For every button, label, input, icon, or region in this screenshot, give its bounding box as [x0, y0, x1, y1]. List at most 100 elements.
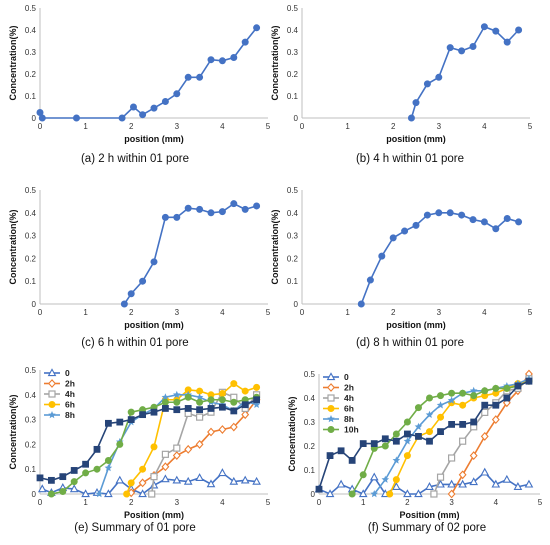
chart-panel-2: 0 1 2 3 4 5 0 0.1 0.2 0.3 0.4 0.5 position (mm) Conce… [270, 4, 533, 165]
y-tick-label: 0 [311, 490, 316, 499]
data-point [253, 24, 261, 32]
data-point [470, 418, 478, 426]
data-point [104, 463, 113, 472]
data-point [392, 482, 401, 490]
x-tick-label: 3 [175, 498, 180, 507]
x-tick-label: 2 [129, 308, 134, 317]
data-point [173, 390, 181, 399]
chart-panel-1: 0 1 2 3 4 5 0 0.1 0.2 0.3 0.4 0.5 position (mm) Conce… [8, 4, 271, 165]
y-tick-label: 0.3 [25, 416, 37, 425]
data-point [480, 431, 489, 441]
x-tick-label: 0 [38, 308, 43, 317]
x-tick-label: 4 [220, 498, 225, 507]
data-point [59, 488, 67, 496]
x-axis-label: position (mm) [124, 134, 184, 144]
y-tick-label: 0.5 [25, 186, 37, 195]
x-axis-label: position (mm) [124, 320, 184, 330]
data-point [436, 401, 445, 409]
data-point [524, 479, 534, 488]
data-point [150, 473, 158, 481]
data-point [82, 469, 90, 477]
data-point [414, 422, 423, 431]
data-point [469, 477, 479, 486]
data-point [448, 421, 455, 428]
data-point [525, 377, 533, 385]
series-unnamed-6 [36, 396, 260, 484]
legend-label: 6h [65, 400, 75, 410]
data-point [448, 454, 456, 462]
x-tick-label: 4 [482, 122, 487, 131]
legend-marker [327, 426, 335, 433]
data-point [241, 410, 250, 420]
y-tick-label: 0.2 [304, 442, 316, 451]
data-point [207, 209, 215, 217]
y-tick-label: 0.4 [287, 26, 299, 35]
x-tick-label: 3 [175, 122, 180, 131]
legend-label: 10h [344, 425, 359, 435]
data-point [491, 415, 500, 425]
data-point [392, 456, 401, 464]
x-tick-label: 1 [83, 308, 88, 317]
series-unnamed-0 [357, 209, 523, 308]
x-tick-label: 5 [266, 122, 271, 131]
data-point [173, 213, 181, 221]
x-tick-label: 3 [437, 308, 442, 317]
data-point [437, 428, 444, 435]
x-tick-label: 0 [317, 498, 322, 507]
legend-marker [48, 411, 56, 419]
x-tick-label: 3 [437, 122, 442, 131]
x-tick-label: 1 [83, 498, 88, 507]
panel-caption: (b) 4 h within 01 pore [356, 153, 464, 165]
data-point [366, 276, 374, 284]
data-point [369, 472, 379, 481]
data-point [425, 482, 434, 490]
data-point [447, 396, 456, 404]
data-point [253, 202, 261, 210]
data-point [492, 225, 500, 233]
data-point [435, 73, 443, 81]
y-tick-label: 0.1 [25, 465, 37, 474]
data-point [116, 440, 124, 448]
data-point [469, 386, 478, 395]
legend-marker [48, 401, 56, 408]
data-point [253, 396, 260, 404]
y-tick-label: 0.4 [25, 209, 37, 218]
y-tick-label: 0.1 [287, 277, 299, 286]
data-point [359, 440, 367, 447]
y-tick-label: 0 [294, 300, 299, 309]
data-point [252, 476, 261, 485]
data-point [161, 98, 169, 105]
data-point [72, 114, 80, 122]
y-tick-label: 0.4 [25, 391, 37, 400]
data-point [437, 392, 445, 400]
data-point [459, 389, 467, 397]
x-tick-label: 4 [220, 308, 225, 317]
data-point [196, 398, 204, 406]
legend-label: 0 [344, 372, 349, 382]
data-point [195, 393, 204, 401]
data-point [82, 460, 89, 468]
x-tick-label: 2 [129, 498, 134, 507]
data-point [326, 452, 334, 459]
data-point [196, 387, 204, 395]
x-tick-label: 3 [449, 498, 454, 507]
data-point [414, 489, 423, 498]
data-point [139, 111, 147, 119]
data-point [173, 90, 181, 98]
data-point [218, 390, 226, 398]
data-point [183, 476, 193, 485]
data-point [401, 227, 409, 235]
data-point [503, 384, 511, 392]
data-point [241, 205, 249, 213]
series-unnamed-5 [47, 393, 261, 498]
data-point [150, 408, 158, 416]
x-axis-label: position (mm) [386, 134, 446, 144]
data-point [415, 433, 422, 440]
data-point [359, 471, 367, 479]
y-axis-label: Concentration(%) [287, 397, 297, 472]
x-tick-label: 4 [482, 308, 487, 317]
data-point [389, 234, 397, 242]
data-point [70, 467, 78, 474]
